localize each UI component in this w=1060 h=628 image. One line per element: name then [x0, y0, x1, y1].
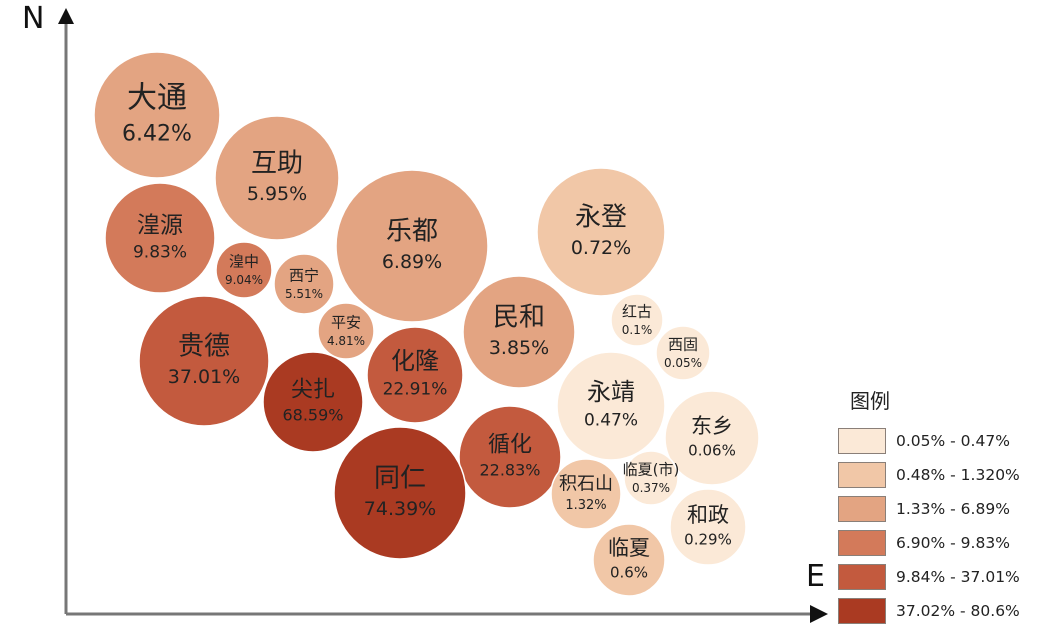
bubble-value-6: 5.51% [285, 287, 323, 301]
x-axis-arrow [810, 605, 828, 623]
bubble-name-5: 湟中 [229, 252, 259, 270]
legend-title: 图例 [850, 389, 890, 413]
legend-swatch-4 [838, 564, 886, 590]
bubble-name-8: 贵德 [178, 332, 230, 362]
bubble-name-19: 临夏(市) [623, 460, 680, 478]
bubble-name-11: 西固 [668, 335, 698, 353]
bubble-5 [215, 241, 273, 299]
bubble-name-3: 永登 [575, 203, 627, 233]
bubble-value-18: 1.32% [565, 498, 606, 513]
legend-item-3: 6.90% - 9.83% [838, 526, 1038, 560]
legend-rows: 0.05% - 0.47% 0.48% - 1.320% 1.33% - 6.89%… [838, 424, 1038, 628]
bubble-value-12: 22.91% [383, 380, 448, 400]
bubble-name-7: 平安 [331, 313, 361, 331]
bubble-value-13: 68.59% [282, 405, 343, 424]
bubble-value-0: 6.42% [122, 121, 192, 146]
legend-item-4: 9.84% - 37.01% [838, 560, 1038, 594]
bubble-name-0: 大通 [127, 81, 187, 116]
legend-item-1: 0.48% - 1.320% [838, 458, 1038, 492]
bubble-value-7: 4.81% [327, 334, 365, 348]
bubble-18 [550, 458, 622, 530]
legend-item-0: 0.05% - 0.47% [838, 424, 1038, 458]
bubble-20 [669, 488, 747, 566]
bubble-9 [462, 275, 576, 389]
bubble-value-8: 37.01% [168, 366, 240, 388]
bubble-name-2: 乐都 [386, 217, 438, 247]
bubble-name-15: 东乡 [691, 414, 733, 438]
bubble-value-3: 0.72% [571, 237, 631, 259]
bubble-7 [317, 302, 375, 360]
bubble-value-19: 0.37% [632, 481, 670, 495]
legend-label-5: 37.02% - 80.6% [896, 602, 1020, 620]
legend-label-4: 9.84% - 37.01% [896, 568, 1020, 586]
bubble-15 [664, 390, 760, 486]
legend: 图例 0.05% - 0.47% 0.48% - 1.320% 1.33% - 6.… [838, 385, 1038, 628]
bubble-value-5: 9.04% [225, 273, 263, 287]
bubble-value-14: 0.47% [584, 411, 638, 431]
legend-label-3: 6.90% - 9.83% [896, 534, 1010, 552]
bubble-value-10: 0.1% [622, 323, 653, 337]
legend-swatch-2 [838, 496, 886, 522]
y-axis-label: N [22, 1, 44, 36]
bubble-name-21: 临夏 [608, 536, 650, 560]
legend-label-2: 1.33% - 6.89% [896, 500, 1010, 518]
bubble-name-10: 红古 [622, 302, 652, 320]
bubble-19 [623, 450, 679, 506]
legend-swatch-5 [838, 598, 886, 624]
legend-label-1: 0.48% - 1.320% [896, 466, 1020, 484]
bubble-name-6: 西宁 [289, 266, 319, 284]
bubble-16 [458, 405, 562, 509]
bubble-1 [214, 115, 340, 241]
legend-swatch-1 [838, 462, 886, 488]
bubble-6 [273, 253, 335, 315]
bubble-value-11: 0.05% [664, 356, 702, 370]
bubble-group: 大通 6.42% 互助 5.95% 乐都 6.89% 永登 0.72% 湟源 9.83% 湟中 9.0… [93, 51, 760, 597]
bubble-value-15: 0.06% [688, 441, 736, 459]
bubble-2 [335, 169, 489, 323]
bubble-name-17: 同仁 [374, 464, 426, 494]
bubble-name-1: 互助 [251, 149, 303, 179]
legend-item-2: 1.33% - 6.89% [838, 492, 1038, 526]
legend-swatch-0 [838, 428, 886, 454]
bubble-value-17: 74.39% [364, 498, 436, 520]
bubble-10 [610, 293, 664, 347]
bubble-21 [592, 523, 666, 597]
bubble-14 [556, 351, 666, 461]
bubble-0 [93, 51, 221, 179]
legend-item-5: 37.02% - 80.6% [838, 594, 1038, 628]
bubble-name-13: 尖扎 [291, 378, 335, 403]
bubble-name-20: 和政 [687, 503, 729, 527]
bubble-3 [536, 167, 666, 297]
bubble-value-21: 0.6% [610, 563, 648, 581]
bubble-12 [366, 326, 464, 424]
bubble-name-16: 循化 [488, 433, 532, 458]
bubble-value-2: 6.89% [382, 251, 442, 273]
bubble-name-4: 湟源 [137, 212, 183, 238]
bubble-value-16: 22.83% [479, 460, 540, 479]
bubble-name-18: 积石山 [559, 474, 613, 495]
bubble-17 [333, 426, 467, 560]
bubble-4 [104, 182, 216, 294]
bubble-value-20: 0.29% [684, 530, 732, 548]
bubble-name-14: 永靖 [587, 378, 635, 406]
bubble-8 [138, 295, 270, 427]
bubble-name-9: 民和 [493, 303, 545, 333]
legend-label-0: 0.05% - 0.47% [896, 432, 1010, 450]
y-axis-arrow [58, 8, 74, 24]
bubble-11 [655, 325, 711, 381]
bubble-13 [262, 351, 364, 453]
x-axis-label: E [806, 559, 825, 594]
bubble-value-4: 9.83% [133, 243, 187, 263]
legend-swatch-3 [838, 530, 886, 556]
bubble-value-9: 3.85% [489, 337, 549, 359]
bubble-value-1: 5.95% [247, 183, 307, 205]
bubble-name-12: 化隆 [391, 347, 439, 375]
